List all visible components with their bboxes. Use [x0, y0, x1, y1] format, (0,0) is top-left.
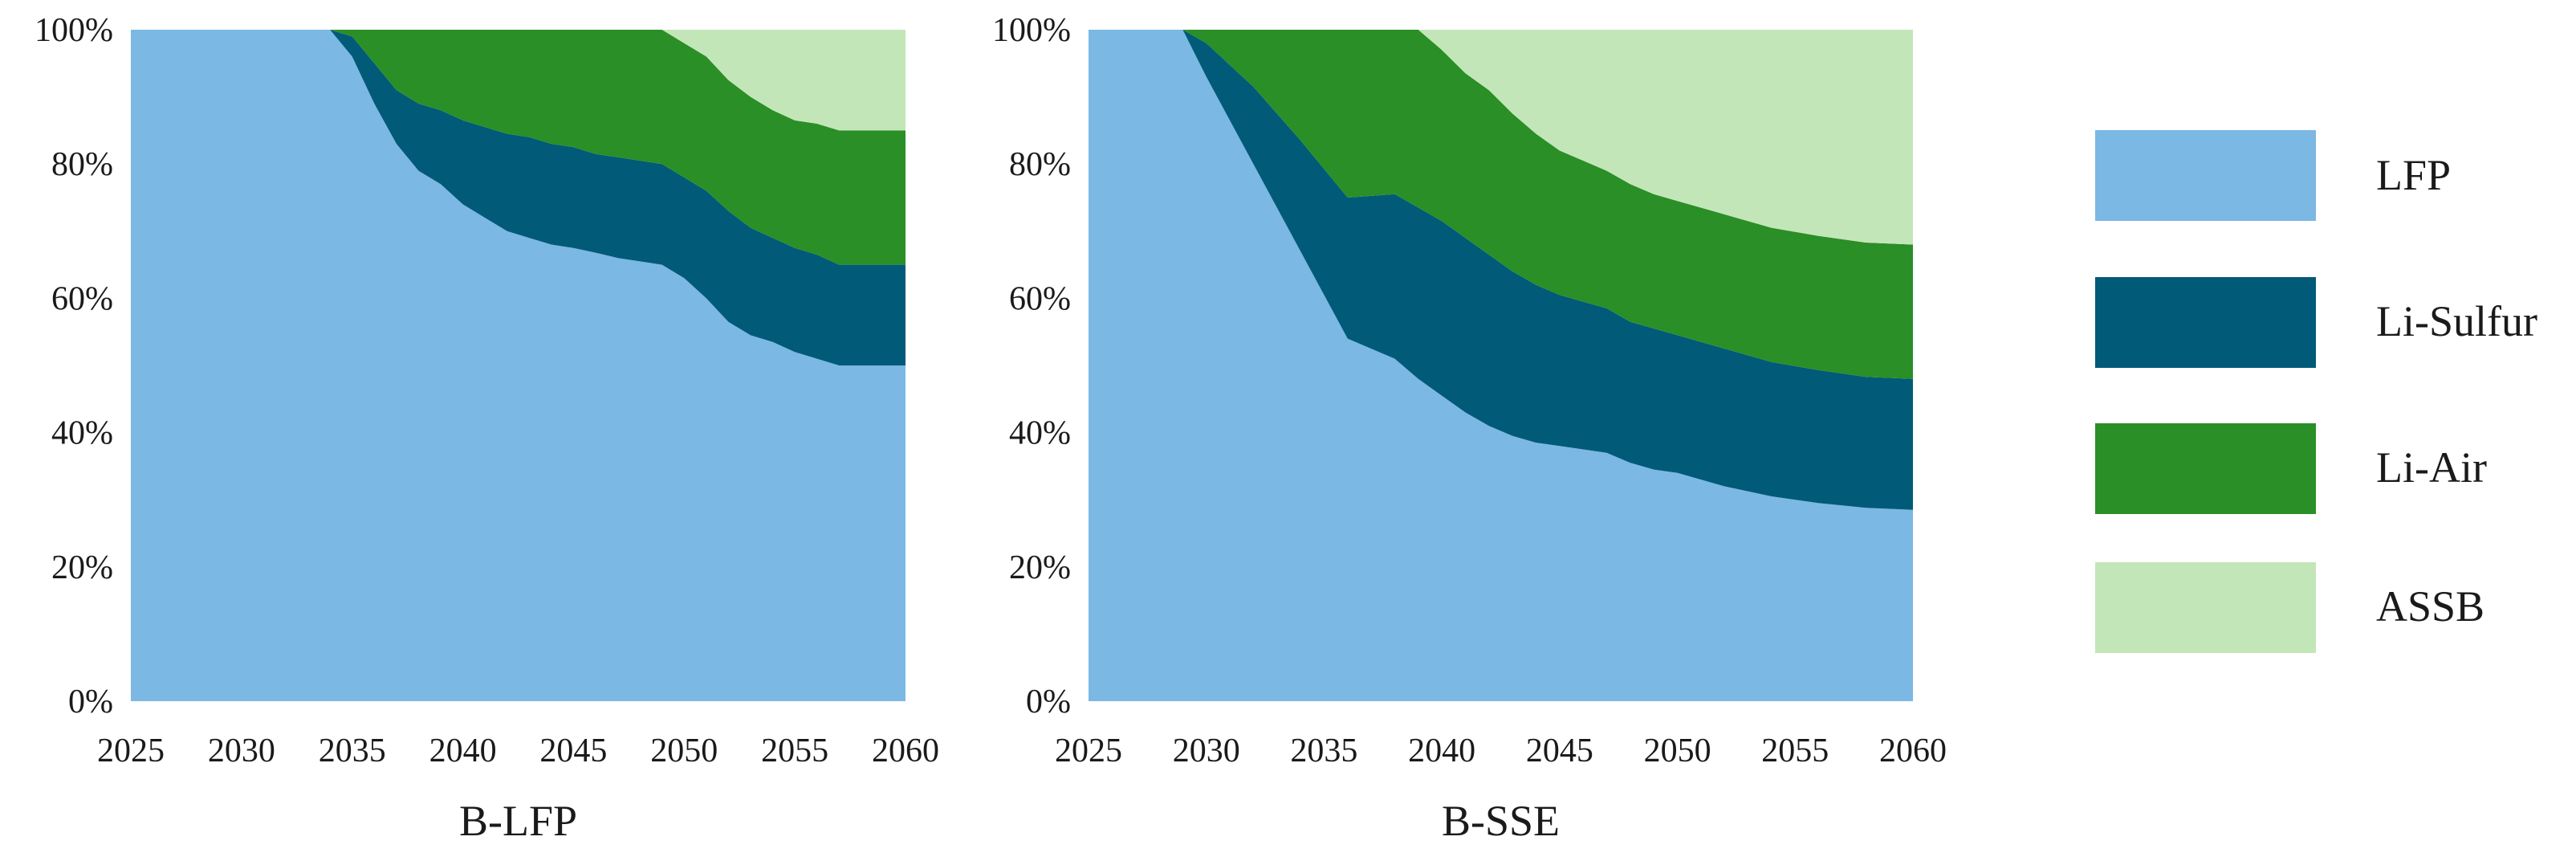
x-tick-label-b-sse: 2050: [1644, 733, 1711, 769]
y-tick-label-b-sse: 80%: [1009, 146, 1071, 183]
legend-swatch-li-sulfur: [2095, 277, 2316, 368]
legend-swatch-li-air: [2095, 423, 2316, 514]
x-tick-label-b-sse: 2060: [1879, 733, 1947, 769]
x-tick-label-b-lfp: 2030: [208, 733, 275, 769]
x-tick-label-b-lfp: 2025: [97, 733, 165, 769]
area-li-air-b-lfp: [131, 30, 905, 265]
area-li-air-b-sse: [1089, 30, 1913, 379]
legend: LFP Li-Sulfur Li-Air ASSB: [2095, 130, 2537, 653]
chart-b-lfp: 0% 20% 40% 60% 80% 100% 2025 2030 2035 2040 2045 20…: [35, 12, 939, 845]
y-tick-label-b-lfp: 100%: [35, 12, 113, 49]
x-tick-label-b-sse: 2025: [1055, 733, 1122, 769]
legend-swatch-assb: [2095, 562, 2316, 653]
y-tick-label-b-lfp: 80%: [51, 146, 113, 183]
y-tick-label-b-lfp: 40%: [51, 415, 113, 452]
x-tick-label-b-lfp: 2055: [761, 733, 828, 769]
y-tick-label-b-sse: 20%: [1009, 549, 1071, 586]
legend-label-li-sulfur: Li-Sulfur: [2376, 297, 2537, 345]
x-tick-label-b-lfp: 2040: [429, 733, 497, 769]
legend-label-lfp: LFP: [2376, 151, 2451, 199]
x-tick-label-b-sse: 2055: [1761, 733, 1829, 769]
x-tick-label-b-lfp: 2045: [539, 733, 607, 769]
legend-label-li-air: Li-Air: [2376, 443, 2487, 492]
legend-swatch-lfp: [2095, 130, 2316, 221]
y-tick-label-b-sse: 40%: [1009, 415, 1071, 452]
chart-caption-b-sse: B-SSE: [1442, 797, 1560, 845]
x-tick-label-b-lfp: 2060: [872, 733, 939, 769]
y-tick-label-b-sse: 60%: [1009, 280, 1071, 317]
y-tick-label-b-lfp: 60%: [51, 280, 113, 317]
area-assb-b-lfp: [131, 30, 905, 131]
y-tick-label-b-lfp: 0%: [68, 684, 113, 720]
x-tick-label-b-sse: 2030: [1173, 733, 1240, 769]
area-li-sulfur-b-sse: [1089, 30, 1913, 510]
area-lfp-b-lfp: [131, 30, 905, 701]
area-assb-b-sse: [1089, 30, 1913, 245]
x-tick-label-b-lfp: 2035: [319, 733, 386, 769]
x-tick-label-b-sse: 2035: [1290, 733, 1357, 769]
chart-caption-b-lfp: B-LFP: [459, 797, 577, 845]
y-tick-label-b-lfp: 20%: [51, 549, 113, 586]
x-tick-label-b-sse: 2045: [1526, 733, 1593, 769]
y-tick-label-b-sse: 100%: [992, 12, 1071, 49]
chart-b-sse: 0% 20% 40% 60% 80% 100% 2025 2030 2035 2040 2045 20…: [992, 12, 1947, 845]
area-li-sulfur-b-lfp: [131, 30, 905, 365]
area-lfp-b-sse: [1089, 30, 1913, 701]
x-tick-label-b-lfp: 2050: [650, 733, 718, 769]
x-tick-label-b-sse: 2040: [1408, 733, 1475, 769]
y-tick-label-b-sse: 0%: [1026, 684, 1071, 720]
legend-label-assb: ASSB: [2376, 582, 2484, 631]
